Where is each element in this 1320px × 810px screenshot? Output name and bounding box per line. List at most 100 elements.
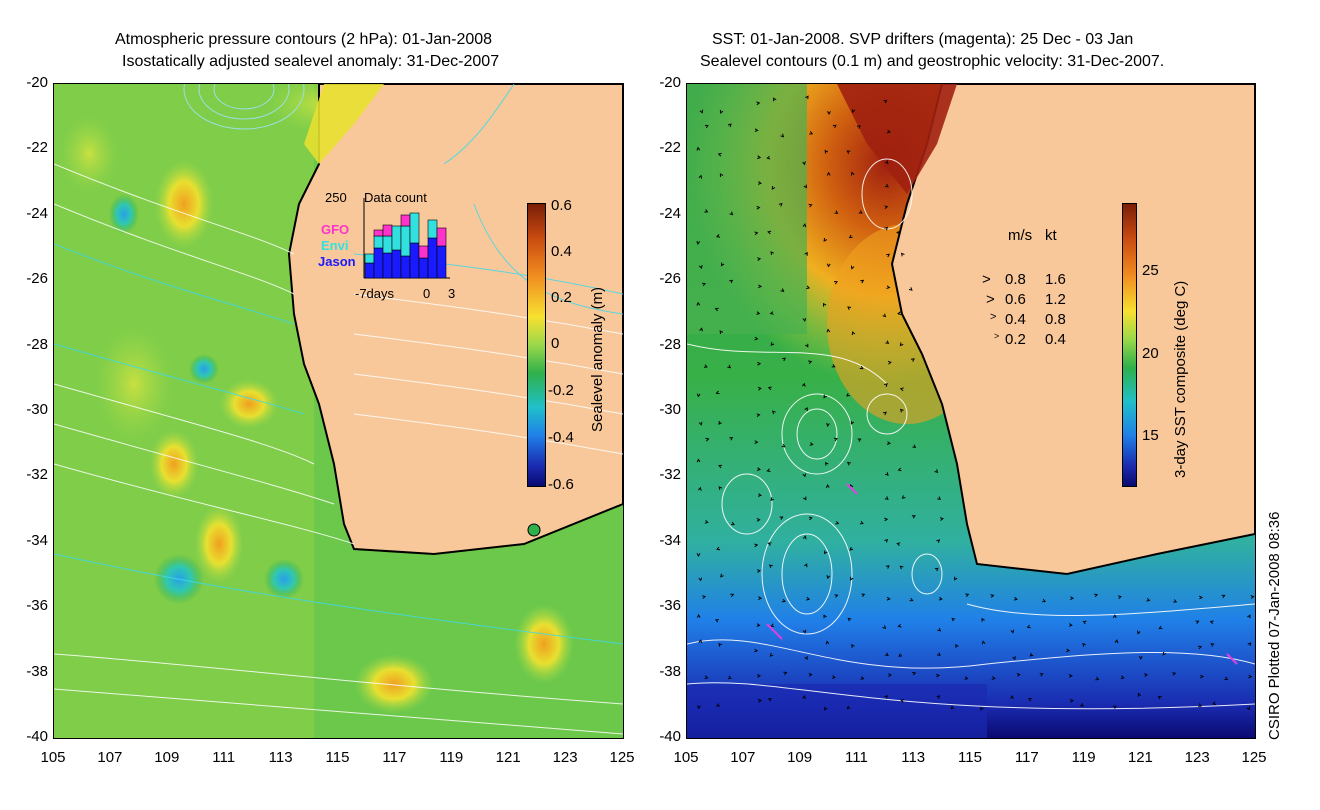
velocity-arrow — [802, 629, 807, 634]
velocity-legend-header-ms: m/s — [1008, 227, 1033, 244]
velocity-arrow — [767, 698, 772, 702]
velocity-arrow — [704, 520, 709, 524]
velocity-arrow — [757, 673, 762, 678]
velocity-arrow — [756, 569, 761, 573]
inset-xlabel-zero: 0 — [423, 286, 431, 301]
velocity-arrow — [783, 671, 788, 676]
velocity-arrow — [704, 209, 709, 213]
right-cb-tick: 25 — [1142, 262, 1159, 279]
velocity-arrow — [900, 252, 905, 257]
velocity-arrow — [804, 656, 808, 661]
velocity-arrow — [758, 284, 763, 289]
velocity-arrow — [698, 486, 702, 491]
velocity-arrow — [1113, 705, 1117, 710]
velocity-arrow — [808, 360, 813, 365]
velocity-arrow — [808, 203, 813, 208]
velocity-arrow — [1224, 676, 1229, 681]
velocity-arrow — [698, 264, 703, 269]
velocity-arrow — [779, 516, 784, 520]
velocity-arrow — [718, 486, 723, 491]
right-y-tick: -20 — [659, 74, 681, 91]
velocity-arrow — [770, 342, 775, 346]
left-y-tick: -20 — [26, 74, 48, 91]
right-x-tick: 117 — [1014, 749, 1039, 766]
velocity-arrow — [834, 210, 839, 214]
velocity-arrow — [882, 313, 887, 318]
velocity-arrow — [898, 653, 903, 657]
velocity-arrow — [1246, 706, 1250, 711]
velocity-arrow — [767, 230, 772, 235]
velocity-arrow — [886, 441, 891, 445]
velocity-arrow — [802, 317, 807, 322]
velocity-arrow — [884, 226, 889, 231]
velocity-arrow — [936, 673, 941, 678]
velocity-arrow — [715, 390, 720, 395]
velocity-arrow — [802, 473, 807, 478]
inset-legend-jason: Jason — [318, 254, 356, 269]
velocity-arrow — [885, 565, 890, 569]
velocity-arrow — [846, 150, 851, 154]
velocity-arrow — [856, 125, 861, 129]
velocity-arrow — [897, 623, 902, 628]
velocity-arrow — [696, 705, 701, 710]
velocity-arrow — [1012, 656, 1016, 661]
velocity-arrow — [934, 469, 939, 474]
left-x-tick: 119 — [439, 749, 464, 766]
right-x-tick: 111 — [844, 749, 868, 766]
velocity-arrow — [824, 149, 829, 154]
velocity-arrow — [951, 617, 956, 622]
velocity-arrow — [964, 676, 969, 680]
velocity-arrow — [729, 437, 734, 441]
velocity-arrow — [766, 468, 771, 472]
velocity-arrow — [981, 617, 985, 622]
velocity-arrow — [754, 440, 759, 445]
velocity-arrow — [1137, 692, 1142, 697]
velocity-arrow — [1210, 643, 1215, 647]
velocity-arrow — [808, 516, 813, 521]
velocity-arrow — [937, 496, 942, 500]
velocity-arrow — [938, 596, 943, 601]
velocity-arrow — [896, 230, 901, 235]
velocity-arrow — [834, 281, 838, 285]
velocity-legend-kt: 0.4 — [1045, 331, 1066, 348]
left-y-tick: -22 — [26, 139, 48, 157]
velocity-arrow — [772, 410, 776, 415]
velocity-arrow — [886, 253, 891, 258]
left-title-line1: Atmospheric pressure contours (2 hPa): 0… — [115, 31, 493, 48]
velocity-arrow — [826, 484, 830, 489]
velocity-arrow — [897, 311, 902, 316]
velocity-arrow — [831, 364, 836, 368]
left-x-tick: 121 — [495, 749, 521, 766]
velocity-arrow — [937, 627, 942, 632]
velocity-arrow — [756, 467, 761, 471]
right-map-sst — [686, 83, 1256, 739]
velocity-arrow — [981, 640, 986, 645]
velocity-arrow — [1197, 703, 1202, 707]
velocity-arrow — [756, 311, 761, 315]
velocity-arrow — [717, 152, 722, 157]
velocity-arrow — [910, 358, 915, 362]
velocity-arrow — [899, 387, 904, 392]
velocity-arrow — [912, 672, 917, 676]
velocity-arrow — [781, 598, 786, 603]
velocity-arrow — [936, 539, 941, 543]
velocity-arrow — [770, 251, 775, 255]
right-x-tick: 123 — [1184, 749, 1210, 766]
velocity-arrow — [1082, 620, 1087, 625]
left-y-tick: -40 — [26, 728, 48, 745]
velocity-arrow — [859, 365, 864, 370]
velocity-arrow — [704, 675, 709, 680]
velocity-arrow — [802, 161, 806, 166]
right-y-tick: -38 — [659, 662, 681, 680]
velocity-arrow — [1082, 642, 1086, 647]
velocity-arrow — [754, 648, 759, 653]
velocity-arrow — [1094, 593, 1099, 598]
velocity-arrow — [825, 640, 830, 645]
velocity-arrow — [1248, 674, 1253, 679]
velocity-arrow — [955, 643, 959, 648]
right-title-line2: Sealevel contours (0.1 m) and geostrophi… — [700, 53, 1165, 70]
velocity-arrow — [1042, 598, 1047, 603]
velocity-arrow — [1013, 596, 1018, 601]
velocity-arrow — [718, 420, 722, 425]
right-x-tick: 113 — [901, 749, 926, 766]
